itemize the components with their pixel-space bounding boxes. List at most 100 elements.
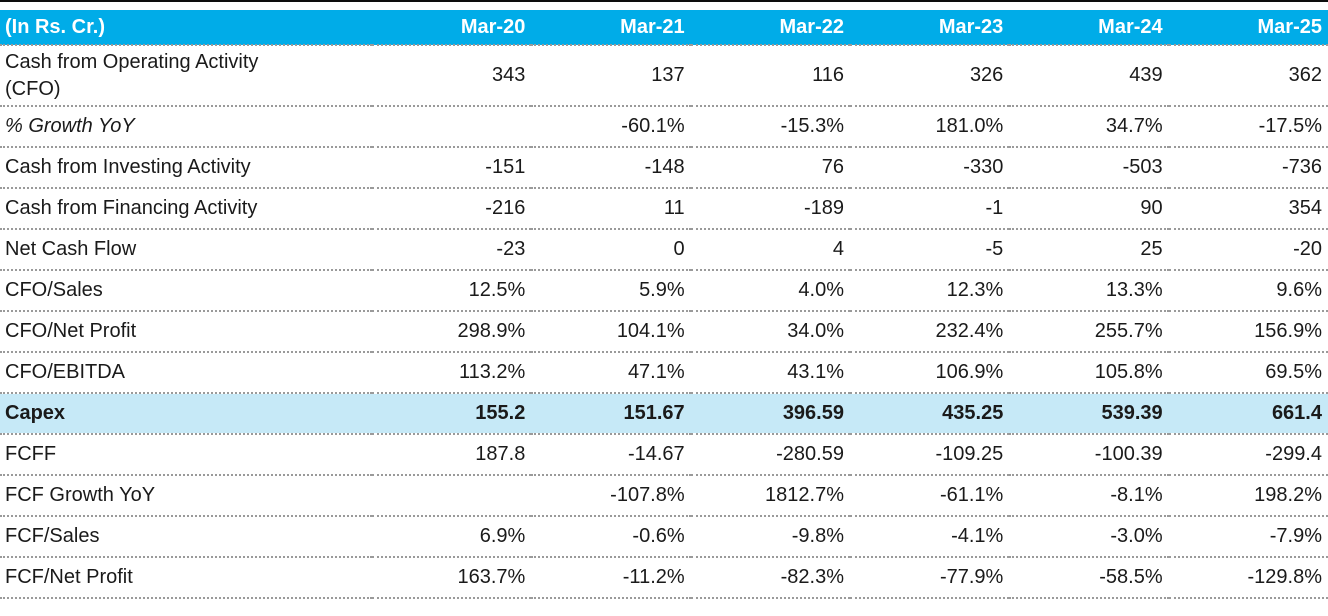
table-cell: 13.3% (1009, 270, 1169, 312)
table-cell: -14.67 (531, 434, 691, 476)
table-cell: 34.7% (1009, 106, 1169, 148)
row-label: Cash from Financing Activity (0, 188, 372, 230)
table-cell: -9.8% (690, 516, 850, 558)
table-cell: 181.0% (849, 106, 1010, 148)
table-row: FCF/Sales 6.9% -0.6% -9.8% -4.1% -3.0% -7.9% (0, 516, 1328, 558)
table-cell: -7.9% (1168, 516, 1328, 558)
column-header: Mar-22 (690, 10, 850, 46)
table-cell: -100.39 (1009, 434, 1169, 476)
table-cell: 5.9% (531, 270, 691, 312)
table-cell: 187.8 (372, 434, 532, 476)
table-cell: -15.3% (690, 106, 850, 148)
table-cell: 90 (1009, 188, 1169, 230)
row-label: CFO/Net Profit (0, 311, 372, 353)
table-cell: 113.2% (372, 352, 532, 394)
table-cell: -20 (1168, 229, 1328, 271)
table-cell: 439 (1009, 45, 1169, 107)
table-cell: -11.2% (531, 557, 691, 599)
table-cell: -330 (849, 147, 1010, 189)
table-cell: 255.7% (1009, 311, 1169, 353)
table-row: Cash from Operating Activity (CFO) 343 137… (0, 45, 1328, 107)
table-cell: -61.1% (849, 475, 1010, 517)
table-cell: -129.8% (1168, 557, 1328, 599)
table-cell: 343 (372, 45, 532, 107)
table-cell: -0.6% (531, 516, 691, 558)
table-cell: 155.2 (372, 393, 532, 435)
table-cell: 12.5% (372, 270, 532, 312)
table-cell: 198.2% (1168, 475, 1328, 517)
table-row: FCF Growth YoY -107.8% 1812.7% -61.1% -8.1% 1… (0, 475, 1328, 517)
table-cell: -5 (849, 229, 1010, 271)
table-body: Cash from Operating Activity (CFO) 343 137… (0, 45, 1328, 599)
table-cell: 0 (531, 229, 691, 271)
row-label: Cash from Operating Activity (CFO) (0, 45, 372, 107)
table-cell: -189 (690, 188, 850, 230)
table-cell: 298.9% (372, 311, 532, 353)
table-cell: -280.59 (690, 434, 850, 476)
table-row: % Growth YoY -60.1% -15.3% 181.0% 34.7% -17.5… (0, 106, 1328, 148)
table-cell: 362 (1168, 45, 1328, 107)
table-cell: 151.67 (531, 393, 691, 435)
table-cell: 163.7% (372, 557, 532, 599)
table-cell: -109.25 (849, 434, 1010, 476)
table-cell: 105.8% (1009, 352, 1169, 394)
table-row: CFO/Net Profit 298.9% 104.1% 34.0% 232.4% 255… (0, 311, 1328, 353)
table-row: FCFF 187.8 -14.67 -280.59 -109.25 -100.39 -299… (0, 434, 1328, 476)
row-label: CFO/Sales (0, 270, 372, 312)
table-row: Capex 155.2 151.67 396.59 435.25 539.39 661.4 (0, 393, 1328, 435)
table-cell: -1 (849, 188, 1010, 230)
table-cell: 4.0% (690, 270, 850, 312)
table-cell: -3.0% (1009, 516, 1169, 558)
table-cell: 539.39 (1009, 393, 1169, 435)
table-cell: -82.3% (690, 557, 850, 599)
table-cell: 104.1% (531, 311, 691, 353)
table-cell: 76 (690, 147, 850, 189)
row-label: Capex (0, 393, 372, 435)
table-cell: -299.4 (1168, 434, 1328, 476)
table-cell (372, 106, 532, 148)
cash-flow-table: (In Rs. Cr.) Mar-20 Mar-21 Mar-22 Mar-23 Mar… (0, 10, 1328, 599)
table-cell: 435.25 (849, 393, 1010, 435)
table-cell: 69.5% (1168, 352, 1328, 394)
row-label: Net Cash Flow (0, 229, 372, 271)
table-cell: 11 (531, 188, 691, 230)
table-cell: -58.5% (1009, 557, 1169, 599)
table-cell: -148 (531, 147, 691, 189)
table-cell: 9.6% (1168, 270, 1328, 312)
table-cell: 396.59 (690, 393, 850, 435)
table-cell: -107.8% (531, 475, 691, 517)
table-cell: -736 (1168, 147, 1328, 189)
table-cell: 326 (849, 45, 1010, 107)
table-row: CFO/Sales 12.5% 5.9% 4.0% 12.3% 13.3% 9.6% (0, 270, 1328, 312)
table-cell: -17.5% (1168, 106, 1328, 148)
table-cell: 116 (690, 45, 850, 107)
row-label: Cash from Investing Activity (0, 147, 372, 189)
table-cell: -8.1% (1009, 475, 1169, 517)
header-row: (In Rs. Cr.) Mar-20 Mar-21 Mar-22 Mar-23 Mar… (0, 10, 1328, 46)
table-cell: 47.1% (531, 352, 691, 394)
column-header: Mar-21 (531, 10, 691, 46)
table-cell: -4.1% (849, 516, 1010, 558)
table-cell: 354 (1168, 188, 1328, 230)
column-header: Mar-20 (372, 10, 532, 46)
row-label: FCFF (0, 434, 372, 476)
table-cell: -60.1% (531, 106, 691, 148)
table-cell: -77.9% (849, 557, 1010, 599)
table-cell: 661.4 (1168, 393, 1328, 435)
column-header: Mar-23 (849, 10, 1010, 46)
table-cell: 25 (1009, 229, 1169, 271)
table-cell: 4 (690, 229, 850, 271)
row-label: % Growth YoY (0, 106, 372, 148)
row-label: FCF/Sales (0, 516, 372, 558)
table-row: Cash from Financing Activity -216 11 -189 -1… (0, 188, 1328, 230)
table-cell: -23 (372, 229, 532, 271)
table-cell: -216 (372, 188, 532, 230)
table-cell: 106.9% (849, 352, 1010, 394)
table-cell: -503 (1009, 147, 1169, 189)
table-cell: 156.9% (1168, 311, 1328, 353)
column-header: Mar-25 (1168, 10, 1328, 46)
row-label: FCF Growth YoY (0, 475, 372, 517)
table-row: Cash from Investing Activity -151 -148 76 -3… (0, 147, 1328, 189)
table-cell: 43.1% (690, 352, 850, 394)
corner-header: (In Rs. Cr.) (0, 10, 372, 46)
